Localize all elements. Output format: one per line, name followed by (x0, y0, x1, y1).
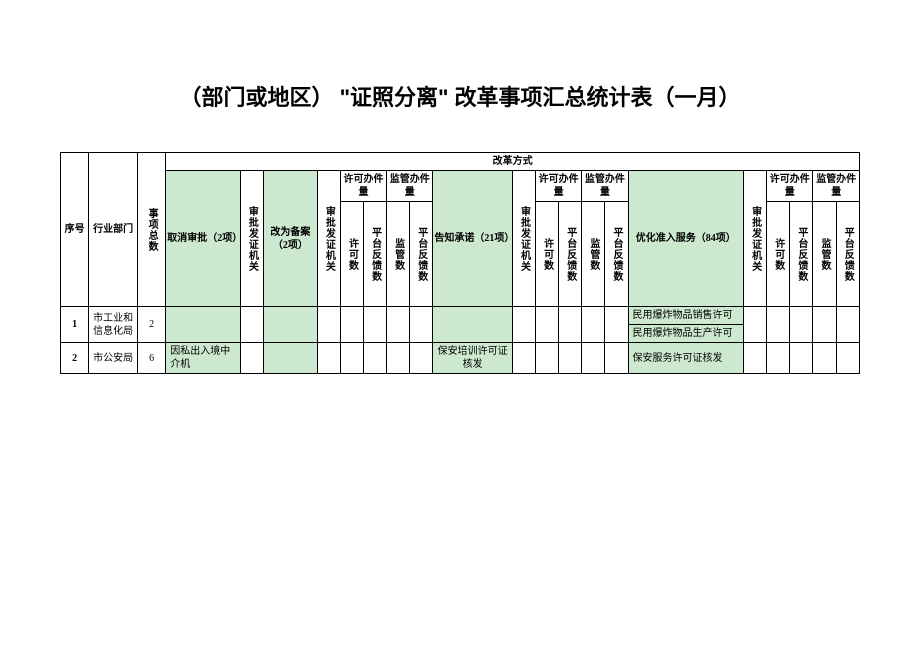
cell-empty (813, 307, 836, 343)
cell-empty (340, 307, 363, 343)
col-approval-org-3: 审批发证机关 (512, 171, 535, 307)
col-reform-method: 改革方式 (166, 153, 860, 171)
col-supervise-vol-2: 监管办件量 (582, 171, 628, 202)
cell-empty (582, 307, 605, 343)
col-platform-fb-5: 平台反馈数 (790, 202, 813, 307)
cell-empty (790, 307, 813, 343)
cell-empty (744, 307, 767, 343)
cell-dept: 市公安局 (89, 343, 138, 374)
cell-optimize-service: 民用爆炸物品销售许可 (628, 307, 744, 325)
cell-empty (340, 343, 363, 374)
cell-total: 6 (138, 343, 166, 374)
col-optimize-service: 优化准入服务（84项） (628, 171, 744, 307)
cell-cancel-approval: 因私出入境中介机 (166, 343, 240, 374)
summary-table: 序号 行业部门 事项总数 改革方式 取消审批（2项） 审批发证机关 改为备案（2… (60, 152, 860, 374)
cell-empty (240, 307, 263, 343)
cell-empty (605, 343, 628, 374)
cell-empty (387, 343, 410, 374)
cell-idx: 1 (61, 307, 89, 343)
cell-empty (767, 307, 790, 343)
cell-empty (317, 343, 340, 374)
col-approval-org-4: 审批发证机关 (744, 171, 767, 307)
cell-empty (240, 343, 263, 374)
col-permit-count-3: 许可数 (767, 202, 790, 307)
col-permit-count-2: 许可数 (536, 202, 559, 307)
col-total: 事项总数 (138, 153, 166, 307)
col-supervise-vol-1: 监管办件量 (387, 171, 433, 202)
cell-idx: 2 (61, 343, 89, 374)
cell-empty (559, 343, 582, 374)
col-seq: 序号 (61, 153, 89, 307)
cell-empty (836, 343, 860, 374)
col-approval-org-2: 审批发证机关 (317, 171, 340, 307)
cell-inform-commit (433, 307, 513, 343)
cell-empty (317, 307, 340, 343)
cell-optimize-service: 民用爆炸物品生产许可 (628, 325, 744, 343)
cell-empty (605, 307, 628, 343)
col-supervise-count-3: 监管数 (813, 202, 836, 307)
cell-empty (836, 307, 860, 343)
col-platform-fb-3: 平台反馈数 (559, 202, 582, 307)
cell-empty (410, 307, 433, 343)
col-permit-count-1: 许可数 (340, 202, 363, 307)
table-row: 1 市工业和信息化局 2 民用爆炸物品销售许可 (61, 307, 860, 325)
col-change-record: 改为备案（2项） (263, 171, 317, 307)
col-supervise-count-1: 监管数 (387, 202, 410, 307)
cell-empty (536, 307, 559, 343)
col-supervise-vol-3: 监管办件量 (813, 171, 860, 202)
page-title: （部门或地区） "证照分离" 改革事项汇总统计表（一月） (60, 80, 860, 112)
cell-dept: 市工业和信息化局 (89, 307, 138, 343)
cell-empty (767, 343, 790, 374)
cell-empty (263, 307, 317, 343)
table-row: 2 市公安局 6 因私出入境中介机 保安培训许可证核发 保安服务许可证核发 (61, 343, 860, 374)
cell-empty (582, 343, 605, 374)
cell-empty (536, 343, 559, 374)
cell-empty (790, 343, 813, 374)
col-platform-fb-6: 平台反馈数 (836, 202, 860, 307)
cell-empty (512, 343, 535, 374)
col-supervise-count-2: 监管数 (582, 202, 605, 307)
col-dept: 行业部门 (89, 153, 138, 307)
cell-inform-commit: 保安培训许可证核发 (433, 343, 513, 374)
cell-empty (744, 343, 767, 374)
col-permit-vol-2: 许可办件量 (536, 171, 582, 202)
cell-empty (410, 343, 433, 374)
cell-empty (364, 343, 387, 374)
cell-optimize-service: 保安服务许可证核发 (628, 343, 744, 374)
col-platform-fb-4: 平台反馈数 (605, 202, 628, 307)
cell-empty (364, 307, 387, 343)
col-cancel-approval: 取消审批（2项） (166, 171, 240, 307)
cell-total: 2 (138, 307, 166, 343)
cell-empty (512, 307, 535, 343)
col-inform-commit: 告知承诺（21项） (433, 171, 513, 307)
cell-empty (387, 307, 410, 343)
cell-cancel-approval (166, 307, 240, 343)
cell-empty (813, 343, 836, 374)
col-permit-vol-3: 许可办件量 (767, 171, 813, 202)
col-platform-fb-2: 平台反馈数 (410, 202, 433, 307)
cell-empty (263, 343, 317, 374)
col-permit-vol-1: 许可办件量 (340, 171, 386, 202)
cell-empty (559, 307, 582, 343)
col-approval-org-1: 审批发证机关 (240, 171, 263, 307)
col-platform-fb-1: 平台反馈数 (364, 202, 387, 307)
